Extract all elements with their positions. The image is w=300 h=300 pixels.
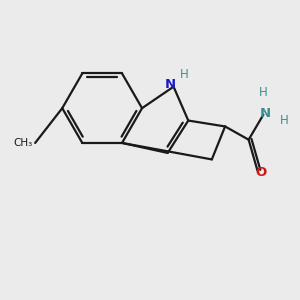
Text: N: N — [164, 78, 175, 91]
Text: CH₃: CH₃ — [14, 138, 33, 148]
Text: H: H — [180, 68, 189, 81]
Text: H: H — [259, 86, 268, 99]
Text: H: H — [280, 114, 288, 127]
Text: N: N — [259, 107, 270, 120]
Text: O: O — [255, 166, 267, 178]
